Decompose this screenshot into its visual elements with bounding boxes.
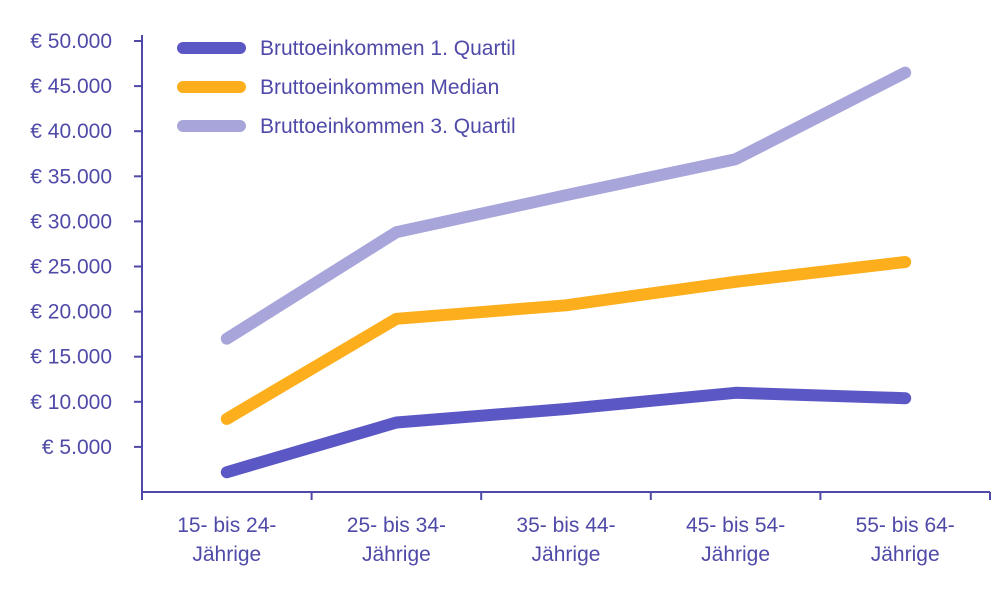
data-point <box>226 471 228 473</box>
y-axis: € 5.000 € 10.000 € 15.000 € 20.000 € 25.000 €… <box>30 30 143 492</box>
data-point <box>735 392 737 394</box>
x-axis: 15- bis 24-Jährige 25- bis 34-Jährige 35- … <box>141 491 991 566</box>
y-tick-label: € 10.000 <box>30 391 112 414</box>
data-point <box>565 194 567 196</box>
x-tick-label: 55- bis 64-Jährige <box>856 514 955 566</box>
data-point <box>226 418 228 420</box>
data-point <box>735 281 737 283</box>
y-tick-label: € 25.000 <box>30 256 112 279</box>
data-point <box>395 231 397 233</box>
data-point <box>226 338 228 340</box>
series-line-1 <box>220 386 912 479</box>
data-point <box>395 318 397 320</box>
x-tick-label: 45- bis 54-Jährige <box>686 514 785 566</box>
data-point <box>904 72 906 74</box>
x-tick-label: 25- bis 34-Jährige <box>347 514 446 566</box>
x-tick-label: 15- bis 24-Jährige <box>177 514 276 566</box>
legend: Bruttoeinkommen 1. Quartil Bruttoeinkomme… <box>177 37 516 138</box>
data-point <box>735 158 737 160</box>
y-tick-label: € 35.000 <box>30 165 112 188</box>
y-tick-label: € 20.000 <box>30 301 112 324</box>
legend-label: Bruttoeinkommen 1. Quartil <box>260 37 516 60</box>
legend-label: Bruttoeinkommen 3. Quartil <box>260 115 516 138</box>
legend-label: Bruttoeinkommen Median <box>260 76 499 99</box>
y-tick-label: € 45.000 <box>30 75 112 98</box>
y-tick-label: € 5.000 <box>42 436 112 459</box>
series-line-3 <box>220 66 912 345</box>
data-point <box>904 397 906 399</box>
y-tick-label: € 30.000 <box>30 210 112 233</box>
data-point <box>565 408 567 410</box>
y-tick-label: € 50.000 <box>30 30 112 53</box>
y-tick-label: € 40.000 <box>30 120 112 143</box>
data-point <box>395 422 397 424</box>
data-point <box>565 304 567 306</box>
series-lines <box>220 66 912 479</box>
x-tick-label: 35- bis 44-Jährige <box>516 514 615 566</box>
data-point <box>904 261 906 263</box>
y-tick-label: € 15.000 <box>30 346 112 369</box>
